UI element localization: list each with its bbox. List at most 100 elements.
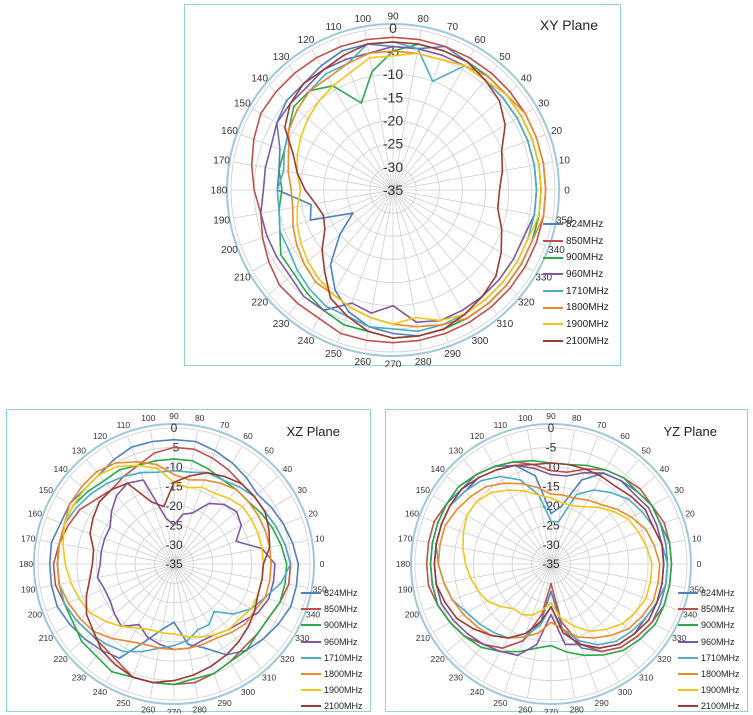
angle-tick-label: 80 <box>572 413 582 423</box>
legend-item: 824MHz <box>678 585 740 601</box>
radial-tick-label: -30 <box>165 538 183 552</box>
chart-legend: 824MHz 850MHz 900MHz 960MHz 1710MHz 1800… <box>678 585 740 715</box>
radial-tick-label: -20 <box>165 499 183 513</box>
angle-tick-label: 200 <box>28 610 42 620</box>
angle-tick-label: 110 <box>117 420 131 430</box>
legend-label: 850MHz <box>324 604 358 615</box>
angle-tick-label: 10 <box>692 533 702 543</box>
grid-spoke <box>233 161 394 191</box>
angle-tick-label: 50 <box>641 446 651 456</box>
angle-tick-label: 40 <box>521 74 533 85</box>
angle-tick-label: 10 <box>559 155 571 166</box>
angle-tick-label: 160 <box>28 508 42 518</box>
angle-tick-label: 230 <box>72 672 86 682</box>
angle-tick-label: 290 <box>218 698 232 708</box>
series-line-1900MHz <box>62 464 265 638</box>
angle-tick-label: 350 <box>313 585 327 595</box>
grid-spoke <box>504 563 552 692</box>
angle-tick-label: 130 <box>449 446 463 456</box>
angle-tick-label: 240 <box>298 336 315 347</box>
legend-swatch <box>301 705 321 708</box>
radial-tick-label: -30 <box>383 159 403 175</box>
grid-spoke <box>173 429 199 565</box>
angle-tick-label: 100 <box>354 14 371 25</box>
radial-tick-label: -35 <box>165 557 183 571</box>
legend-label: 1710MHz <box>324 652 363 663</box>
angle-tick-label: 100 <box>141 413 155 423</box>
grid-spoke <box>550 563 620 682</box>
angle-tick-label: 0 <box>564 186 570 197</box>
angle-tick-label: 60 <box>474 35 486 46</box>
grid-spoke <box>149 563 175 699</box>
angle-tick-label: 350 <box>690 585 704 595</box>
radial-tick-label: 0 <box>548 421 555 435</box>
radial-tick-label: -20 <box>383 112 403 128</box>
angle-tick-label: 320 <box>280 654 294 664</box>
angle-tick-label: 130 <box>72 446 86 456</box>
legend-label: 1710MHz <box>566 285 609 297</box>
grid-spoke <box>392 189 546 246</box>
legend-swatch <box>301 640 321 643</box>
legend-swatch <box>678 673 698 676</box>
angle-tick-label: 50 <box>499 52 511 63</box>
grid-spoke <box>392 189 475 331</box>
series-line-900MHz <box>429 459 673 657</box>
grid-spoke <box>392 108 534 191</box>
angle-tick-label: 40 <box>660 464 670 474</box>
grid-spoke <box>252 189 394 272</box>
radial-tick-label: -5 <box>546 441 557 455</box>
angle-tick-label: 340 <box>306 610 320 620</box>
legend-item: 900MHz <box>543 249 609 266</box>
angle-tick-label: 260 <box>141 705 155 713</box>
angle-tick-label: 20 <box>551 126 563 137</box>
legend-swatch <box>678 640 698 643</box>
legend-item: 960MHz <box>678 634 740 650</box>
angle-tick-label: 140 <box>431 464 445 474</box>
series-line-1800MHz <box>56 460 272 651</box>
legend-label: 1800MHz <box>701 669 740 680</box>
grid-spoke <box>550 563 598 692</box>
legend-label: 900MHz <box>701 620 735 631</box>
angle-tick-label: 60 <box>620 431 630 441</box>
chart-title: YZ Plane <box>663 424 717 439</box>
radial-tick-label: 0 <box>171 421 178 435</box>
legend-swatch <box>301 624 321 627</box>
yz-plane-plot: 0 10 20 30 40 50 60 70 80 90 100 110 120 130 140 150 160… <box>396 411 704 713</box>
angle-tick-label: 70 <box>220 420 230 430</box>
angle-tick-label: 150 <box>39 485 53 495</box>
angle-tick-label: 200 <box>221 245 238 256</box>
legend-swatch <box>301 689 321 692</box>
chart-legend: 824MHz 850MHz 900MHz 960MHz 1710MHz 1800… <box>543 216 609 350</box>
grid-spoke <box>392 161 553 191</box>
angle-tick-label: 190 <box>398 585 412 595</box>
angle-tick-label: 80 <box>195 413 205 423</box>
angle-tick-label: 260 <box>518 705 532 713</box>
angle-tick-label: 70 <box>447 22 459 33</box>
legend-item: 824MHz <box>301 585 363 601</box>
legend-label: 900MHz <box>566 252 604 264</box>
grid-spoke <box>392 189 498 315</box>
grid-spoke <box>173 476 279 565</box>
grid-spoke <box>127 436 175 565</box>
legend-label: 2100MHz <box>701 701 740 712</box>
grid-spoke <box>433 495 552 565</box>
radial-tick-label: -30 <box>542 538 560 552</box>
legend-swatch <box>301 592 321 595</box>
legend-item: 1710MHz <box>543 283 609 300</box>
grid-spoke <box>526 563 552 699</box>
angle-tick-label: 120 <box>298 35 315 46</box>
legend-item: 900MHz <box>678 617 740 633</box>
angle-tick-label: 70 <box>597 420 607 430</box>
legend-label: 960MHz <box>701 636 735 647</box>
legend-swatch <box>543 256 563 259</box>
legend-item: 850MHz <box>543 233 609 250</box>
angle-tick-label: 240 <box>93 687 107 697</box>
legend-item: 960MHz <box>301 634 363 650</box>
legend-item: 2100MHz <box>301 698 363 714</box>
angle-tick-label: 210 <box>234 273 251 284</box>
angle-tick-label: 180 <box>211 186 228 197</box>
angle-tick-label: 150 <box>234 99 251 110</box>
legend-item: 900MHz <box>301 617 363 633</box>
angle-tick-label: 0 <box>320 559 325 569</box>
angle-tick-label: 230 <box>273 319 290 330</box>
